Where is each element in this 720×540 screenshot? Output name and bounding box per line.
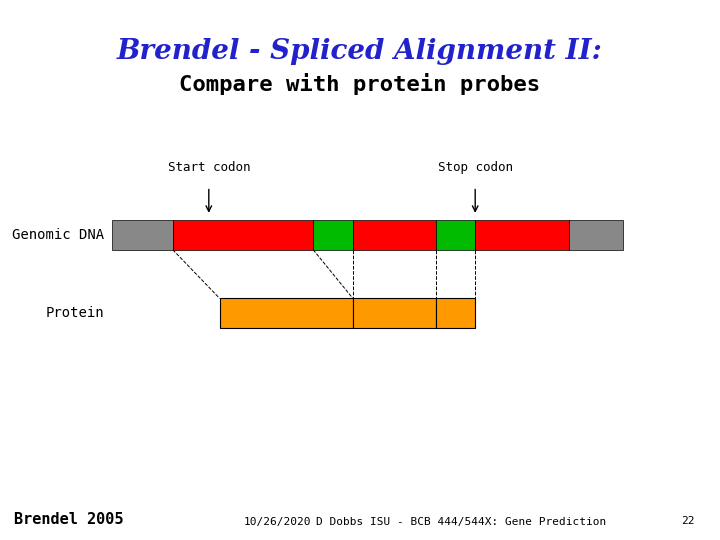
- Bar: [353, 298, 436, 328]
- Text: Compare with protein probes: Compare with protein probes: [179, 73, 541, 94]
- Text: Protein: Protein: [46, 306, 104, 320]
- Text: Stop codon: Stop codon: [438, 161, 513, 174]
- Text: D Dobbs ISU - BCB 444/544X: Gene Prediction: D Dobbs ISU - BCB 444/544X: Gene Predict…: [315, 516, 606, 526]
- Bar: [569, 220, 623, 249]
- Bar: [436, 220, 475, 249]
- Bar: [313, 220, 353, 249]
- Bar: [112, 220, 173, 249]
- Bar: [475, 220, 569, 249]
- Text: Genomic DNA: Genomic DNA: [12, 228, 104, 242]
- Bar: [220, 298, 353, 328]
- Text: Brendel 2005: Brendel 2005: [14, 511, 124, 526]
- Bar: [436, 298, 475, 328]
- Text: 22: 22: [681, 516, 695, 526]
- Text: 10/26/2020: 10/26/2020: [243, 516, 311, 526]
- Bar: [353, 220, 436, 249]
- Text: Brendel - Spliced Alignment II:: Brendel - Spliced Alignment II:: [117, 38, 603, 65]
- Bar: [173, 220, 313, 249]
- Text: Start codon: Start codon: [168, 161, 250, 174]
